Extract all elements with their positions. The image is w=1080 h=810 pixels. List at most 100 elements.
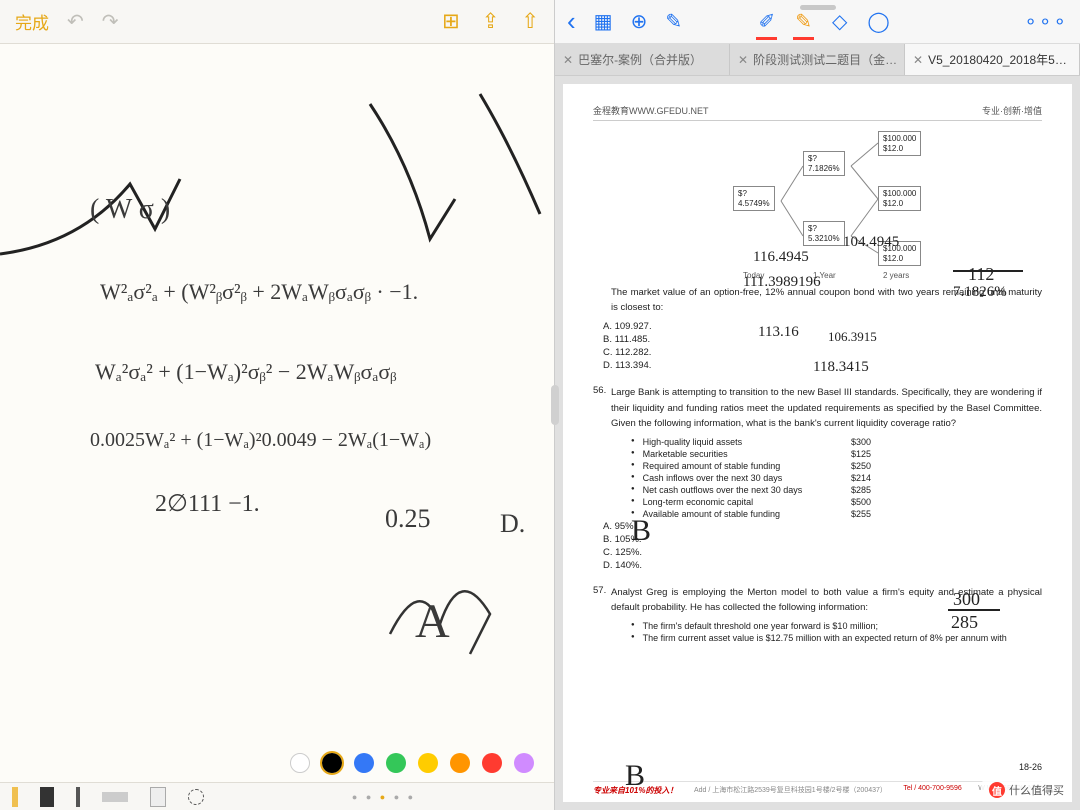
q56-number: 56. <box>593 385 611 437</box>
tab-label: 巴塞尔-案例（合并版） <box>578 51 702 68</box>
tool-tray: ● ● ● ● ● <box>0 782 554 810</box>
tab-close-icon[interactable]: ✕ <box>738 53 748 67</box>
answer-choice: D. 140%. <box>603 560 1042 571</box>
tree-node: $?4.5749% <box>733 186 775 211</box>
pen-icon[interactable]: ✐ <box>758 9 775 34</box>
tree-node: $100.000$12.0 <box>878 131 921 156</box>
compose-icon[interactable]: ✎ <box>665 9 682 34</box>
tree-node: $?7.1826% <box>803 151 845 176</box>
redo-icon: ↷ <box>102 9 119 34</box>
doc-header-left: 金程教育WWW.GFEDU.NET <box>593 104 709 117</box>
tab-close-icon[interactable]: ✕ <box>563 53 573 67</box>
add-icon[interactable]: ⊕ <box>631 9 648 34</box>
annotation: 7.1826% <box>953 284 1007 301</box>
color-swatch[interactable] <box>290 753 310 773</box>
answer-choice: B. 105%. <box>603 534 1042 545</box>
q57-number: 57. <box>593 585 611 621</box>
lasso-icon[interactable]: ◯ <box>867 9 889 34</box>
data-row: Required amount of stable funding$250 <box>631 461 871 471</box>
annotation: 300 <box>953 589 980 610</box>
color-swatch[interactable] <box>418 753 438 773</box>
back-icon[interactable]: ‹ <box>567 6 576 37</box>
eraser-icon[interactable]: ◇ <box>832 9 847 34</box>
color-swatch[interactable] <box>482 753 502 773</box>
handwriting: 0.25 <box>385 504 431 534</box>
pdf-page: 金程教育WWW.GFEDU.NET 专业·创新·增值 $?4.5749% $?7.… <box>563 84 1072 802</box>
handwriting: 0.0025Wₐ² + (1−Wₐ)²0.0049 − 2Wₐ(1−Wₐ) <box>90 429 431 452</box>
ruler-tool[interactable] <box>102 792 128 802</box>
data-row: Cash inflows over the next 30 days$214 <box>631 473 871 483</box>
notes-toolbar: 完成 ↶ ↷ ⊞ ⇪ ⇧ <box>0 0 554 44</box>
annotation: 285 <box>951 612 978 633</box>
share-icon[interactable]: ⇧ <box>521 9 539 34</box>
annotation: 104.4945 <box>843 234 899 251</box>
tab-label: 阶段测试测试二题目（金… <box>753 51 897 68</box>
highlighter-icon[interactable]: ✎ <box>795 9 812 34</box>
page-number: 18-26 <box>1019 762 1042 772</box>
tab-bar: ✕ 巴塞尔-案例（合并版） ✕ 阶段测试测试二题目（金… ✕ V5_20180420_20… <box>555 44 1080 76</box>
export-icon[interactable]: ⇪ <box>482 9 500 34</box>
tab-label: V5_20180420_2018年5… <box>928 51 1067 68</box>
doc-header-right: 专业·创新·增值 <box>982 104 1042 117</box>
marker-tool[interactable] <box>40 787 54 807</box>
notes-app: 完成 ↶ ↷ ⊞ ⇪ ⇧ ( W σ ) W²ₐσ²ₐ + (W²ᵦσ²ᵦ + 2… <box>0 0 555 810</box>
data-row: Marketable securities$125 <box>631 449 871 459</box>
data-row: The firm current asset value is $12.75 m… <box>631 633 1042 643</box>
handwriting: Wₐ²σₐ² + (1−Wₐ)²σᵦ² − 2WₐWᵦσₐσᵦ <box>95 359 396 385</box>
pdf-app: ‹ ▦ ⊕ ✎ ✐ ✎ ◇ ◯ ∘∘∘ ✕ 巴塞尔-案例（合并版） ✕ 阶段测试测试二… <box>555 0 1080 810</box>
done-button[interactable]: 完成 <box>15 9 49 34</box>
tab-close-icon[interactable]: ✕ <box>913 53 923 67</box>
answer-choice: C. 112.282. <box>603 347 1042 358</box>
eraser-tool[interactable] <box>150 787 166 807</box>
pencil-tool[interactable] <box>76 787 80 807</box>
new-note-icon[interactable]: ⊞ <box>442 9 460 34</box>
drawing-canvas[interactable]: ( W σ ) W²ₐσ²ₐ + (W²ᵦσ²ᵦ + 2WₐWᵦσₐσᵦ · −1… <box>0 44 554 744</box>
page-footer: 专业来自101%的投入！ Add / 上海市松江路2539号复旦科技园1号楼/2… <box>593 781 1042 796</box>
document-tab[interactable]: ✕ V5_20180420_2018年5… <box>905 44 1080 75</box>
annotation: 118.3415 <box>813 359 869 376</box>
tree-node: $100.000$12.0 <box>878 186 921 211</box>
annotation: 113.16 <box>758 324 799 341</box>
color-swatch[interactable] <box>354 753 374 773</box>
annotation: 112 <box>968 264 994 285</box>
annotation: B <box>631 514 651 548</box>
color-swatch[interactable] <box>322 753 342 773</box>
annotation: 116.4945 <box>753 249 809 266</box>
document-tab[interactable]: ✕ 阶段测试测试二题目（金… <box>730 44 905 75</box>
answer-choice: B. 111.485. <box>603 334 1042 345</box>
annotation: 111.3989196 <box>743 274 821 291</box>
handwriting: ( W σ ) <box>90 194 170 226</box>
lasso-tool[interactable] <box>188 789 204 805</box>
handwriting: A <box>415 594 450 649</box>
color-swatch[interactable] <box>514 753 534 773</box>
handwriting: W²ₐσ²ₐ + (W²ᵦσ²ᵦ + 2WₐWᵦσₐσᵦ · −1. <box>100 279 418 305</box>
answer-choice: A. 109.927. <box>603 321 1042 332</box>
more-icon[interactable]: ∘∘∘ <box>1024 9 1068 34</box>
pdf-toolbar: ‹ ▦ ⊕ ✎ ✐ ✎ ◇ ◯ ∘∘∘ <box>555 0 1080 44</box>
document-tab[interactable]: ✕ 巴塞尔-案例（合并版） <box>555 44 730 75</box>
handwriting: 2∅111 −1. <box>155 489 260 518</box>
q56-stem: Large Bank is attempting to transition t… <box>611 385 1042 431</box>
undo-icon: ↶ <box>67 9 84 34</box>
watermark-text: 什么值得买 <box>1009 782 1064 798</box>
answer-choice: A. 95%. <box>603 521 1042 532</box>
grid-icon[interactable]: ▦ <box>594 9 613 34</box>
data-row: High-quality liquid assets$300 <box>631 437 871 447</box>
data-row: Long-term economic capital$500 <box>631 497 871 507</box>
pen-tool[interactable] <box>12 787 18 807</box>
color-swatch[interactable] <box>386 753 406 773</box>
annotation: B <box>625 759 645 793</box>
handwriting: D. <box>500 509 525 539</box>
watermark: 值 什么值得买 <box>981 778 1072 802</box>
answer-choice: C. 125%. <box>603 547 1042 558</box>
data-row: The firm's default threshold one year fo… <box>631 621 1042 631</box>
split-divider[interactable] <box>551 385 559 425</box>
tree-column-label: 2 years <box>883 271 909 280</box>
data-row: Available amount of stable funding$255 <box>631 509 871 519</box>
watermark-badge-icon: 值 <box>989 782 1005 798</box>
annotation: 106.3915 <box>828 329 877 345</box>
color-swatch[interactable] <box>450 753 470 773</box>
tree-node: $?5.3210% <box>803 221 845 246</box>
color-palette <box>0 744 554 782</box>
document-viewport[interactable]: 金程教育WWW.GFEDU.NET 专业·创新·增值 $?4.5749% $?7.… <box>555 76 1080 810</box>
